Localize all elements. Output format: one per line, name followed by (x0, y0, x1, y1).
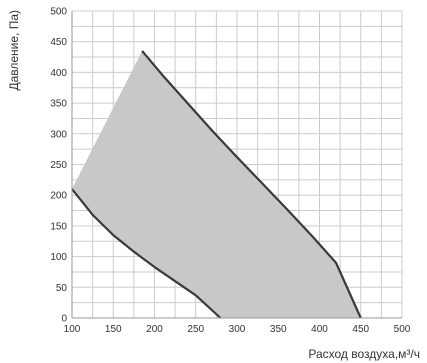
x-axis-label: Расход воздуха,м³/ч (308, 347, 420, 361)
lower-curve (71, 188, 222, 319)
y-tick-label: 450 (50, 37, 67, 48)
x-tick-label: 350 (270, 324, 287, 335)
y-tick-label: 50 (56, 283, 68, 294)
y-tick-label: 400 (50, 68, 67, 79)
axes (71, 11, 402, 319)
y-tick-label: 250 (50, 160, 67, 171)
x-tick-label: 100 (64, 324, 81, 335)
x-tick-label: 150 (105, 324, 122, 335)
y-tick-label: 300 (50, 129, 67, 140)
x-tick-label: 400 (311, 324, 328, 335)
y-tick-label: 500 (50, 7, 67, 18)
y-tick-label: 350 (50, 99, 67, 110)
shaded-region (72, 50, 361, 318)
y-tick-label: 0 (61, 314, 67, 325)
y-tick-label: 150 (50, 221, 67, 232)
x-tick-label: 200 (146, 324, 163, 335)
x-tick-label: 250 (187, 324, 204, 335)
y-tick-labels: 0 50 100 150 200 250 300 350 400 450 500 (50, 7, 67, 325)
x-tick-labels: 100 150 200 250 300 350 400 450 500 (64, 324, 411, 335)
upper-curve (141, 50, 362, 319)
x-tick-label: 500 (394, 324, 411, 335)
y-tick-label: 200 (50, 191, 67, 202)
y-axis-label: Давление, Па) (7, 10, 21, 91)
curves (71, 50, 362, 319)
y-tick-label: 100 (50, 252, 67, 263)
x-tick-label: 300 (229, 324, 246, 335)
operating-area (72, 50, 361, 318)
x-tick-label: 450 (352, 324, 369, 335)
